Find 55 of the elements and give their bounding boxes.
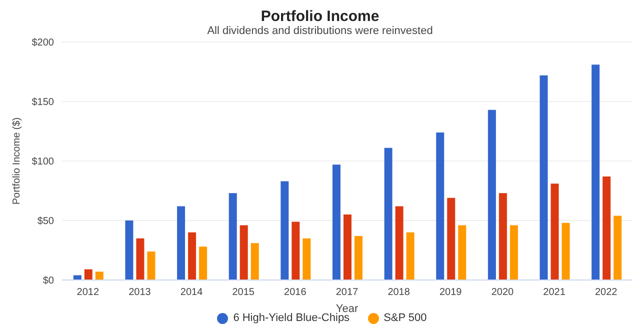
bar (395, 206, 404, 280)
bar (292, 222, 300, 280)
x-tick-label: 2012 (76, 287, 100, 298)
y-tick-label: $200 (32, 38, 54, 49)
bar (188, 232, 196, 280)
x-tick-label: 2022 (594, 287, 618, 298)
bar (84, 269, 92, 280)
bar (250, 243, 259, 280)
bar (510, 225, 518, 280)
x-tick-label: 2013 (128, 287, 152, 298)
y-tick-label: $50 (37, 216, 54, 228)
x-tick-label: 2017 (336, 287, 359, 298)
y-tick-label: $150 (32, 97, 54, 108)
bar (73, 275, 82, 280)
bar (136, 238, 144, 280)
bar (343, 214, 352, 280)
bar (498, 193, 507, 280)
bar (95, 272, 104, 280)
y-axis-title: Portfolio Income ($) (12, 117, 23, 205)
bar (147, 251, 156, 280)
x-tick-label: 2016 (284, 287, 307, 298)
bar (436, 132, 444, 280)
bar (177, 206, 186, 280)
x-tick-label: 2014 (180, 287, 204, 298)
legend-label: 6 High-Yield Blue-Chips (233, 312, 350, 324)
bar (447, 198, 456, 280)
bar (332, 164, 340, 280)
x-tick-label: 2018 (388, 287, 410, 298)
bar (540, 75, 548, 280)
bar (488, 110, 496, 280)
bar (384, 148, 392, 280)
bar (602, 176, 611, 280)
y-tick-label: $100 (32, 156, 54, 168)
bar (458, 225, 466, 280)
bar (354, 236, 362, 280)
bar (592, 64, 600, 280)
chart-title: Portfolio Income (260, 8, 380, 25)
bar (406, 232, 414, 280)
y-tick-label: $0 (42, 276, 54, 287)
bar (199, 246, 208, 280)
bar (614, 216, 622, 280)
bar (562, 222, 570, 280)
x-axis-title: Year (336, 303, 358, 315)
bar (280, 181, 289, 280)
chart-subtitle: All dividends and distributions were reinvested (206, 25, 434, 37)
x-tick-label: 2019 (440, 287, 462, 298)
x-tick-label: 2021 (543, 287, 566, 298)
x-tick-label: 2015 (232, 287, 255, 298)
bar (302, 238, 311, 280)
legend-label: S&P 500 (384, 312, 427, 324)
bar (550, 184, 559, 280)
x-tick-label: 2020 (491, 287, 514, 298)
bar (228, 193, 237, 280)
bar (125, 220, 134, 280)
bar (240, 225, 248, 280)
